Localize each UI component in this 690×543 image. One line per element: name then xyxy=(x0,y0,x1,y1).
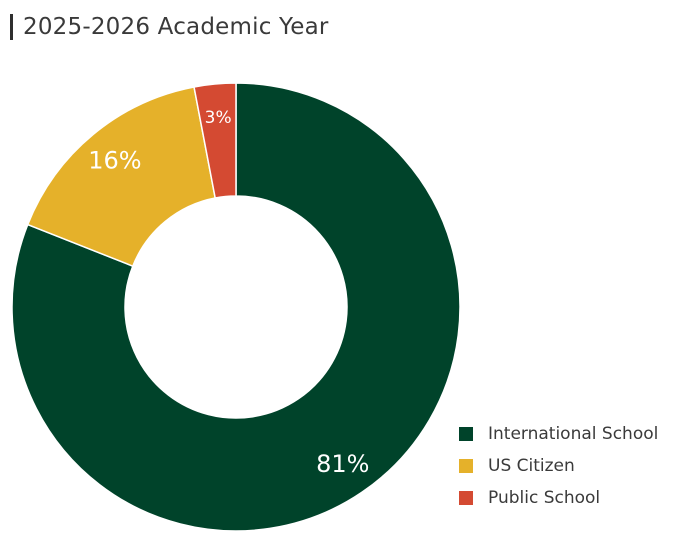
slice-international-school xyxy=(11,82,461,532)
legend-item-us-citizen: US Citizen xyxy=(459,450,658,482)
slice-us-citizen xyxy=(26,86,217,268)
slice-public-school xyxy=(193,82,237,199)
legend-label-public-school: Public School xyxy=(488,488,601,508)
slice-label-public-school: 3% xyxy=(205,108,232,128)
legend-swatch-public-school xyxy=(459,491,473,505)
slice-label-international-school: 81% xyxy=(316,450,369,478)
title-accent-bar xyxy=(10,14,13,40)
legend-item-public-school: Public School xyxy=(459,482,658,514)
legend-swatch-international-school xyxy=(459,427,473,441)
legend-label-us-citizen: US Citizen xyxy=(488,456,575,476)
slice-label-us-citizen: 16% xyxy=(88,147,141,175)
legend-swatch-us-citizen xyxy=(459,459,473,473)
chart-legend: International School US Citizen Public S… xyxy=(459,418,658,514)
legend-item-international-school: International School xyxy=(459,418,658,450)
legend-label-international-school: International School xyxy=(488,424,659,444)
chart-title: 2025-2026 Academic Year xyxy=(23,14,329,40)
chart-title-block: 2025-2026 Academic Year xyxy=(10,12,329,42)
